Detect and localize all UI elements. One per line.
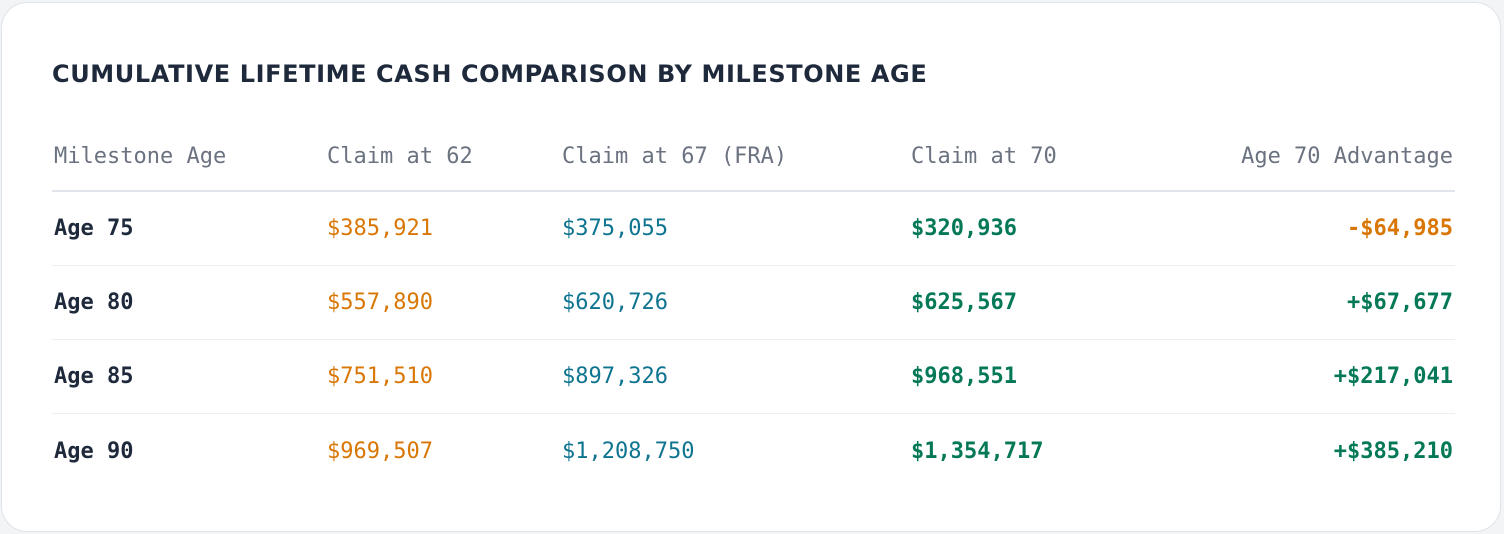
- header-claim-62: Claim at 62: [327, 144, 473, 169]
- advantage-cell: +$385,210: [1333, 438, 1453, 464]
- advantage-cell: -$64,985: [1347, 216, 1453, 241]
- milestone-age-cell: Age 90: [54, 438, 134, 464]
- table-row: Age 75 $385,921 $375,055 $320,936 -$64,9…: [52, 192, 1455, 266]
- advantage-cell: +$67,677: [1347, 290, 1453, 315]
- advantage-cell: +$217,041: [1333, 364, 1453, 389]
- table-row: Age 80 $557,890 $620,726 $625,567 +$67,6…: [52, 266, 1455, 340]
- claim-62-cell: $385,921: [327, 216, 433, 241]
- claim-70-cell: $625,567: [911, 290, 1017, 315]
- claim-70-cell: $320,936: [911, 216, 1017, 241]
- header-milestone-age: Milestone Age: [54, 144, 227, 169]
- claim-67-cell: $375,055: [562, 216, 668, 241]
- header-age-70-advantage: Age 70 Advantage: [1241, 144, 1453, 169]
- claim-70-cell: $1,354,717: [911, 438, 1044, 464]
- header-claim-67: Claim at 67 (FRA): [562, 144, 788, 169]
- claim-67-cell: $620,726: [562, 290, 668, 315]
- comparison-table: Milestone Age Claim at 62 Claim at 67 (F…: [52, 123, 1455, 488]
- card-title: CUMULATIVE LIFETIME CASH COMPARISON BY M…: [52, 60, 928, 88]
- milestone-age-cell: Age 85: [54, 364, 134, 389]
- header-claim-70: Claim at 70: [911, 144, 1057, 169]
- claim-67-cell: $1,208,750: [562, 438, 695, 464]
- claim-62-cell: $751,510: [327, 364, 433, 389]
- table-row: Age 90 $969,507 $1,208,750 $1,354,717 +$…: [52, 414, 1455, 488]
- milestone-age-cell: Age 80: [54, 290, 134, 315]
- milestone-age-cell: Age 75: [54, 216, 134, 241]
- table-header-row: Milestone Age Claim at 62 Claim at 67 (F…: [52, 123, 1455, 192]
- table-row: Age 85 $751,510 $897,326 $968,551 +$217,…: [52, 340, 1455, 414]
- claim-62-cell: $969,507: [327, 438, 433, 464]
- claim-70-cell: $968,551: [911, 364, 1017, 389]
- claim-62-cell: $557,890: [327, 290, 433, 315]
- claim-67-cell: $897,326: [562, 364, 668, 389]
